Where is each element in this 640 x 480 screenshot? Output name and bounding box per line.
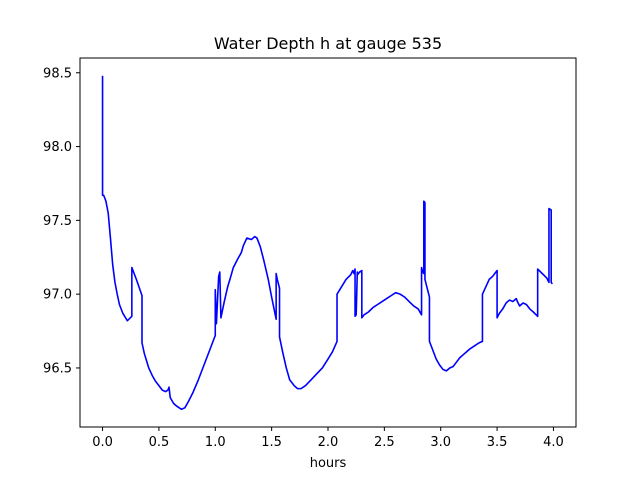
x-tick-label: 2.0 [318,435,339,450]
x-tick-label: 1.5 [261,435,282,450]
x-tick-label: 2.5 [374,435,395,450]
series-line-water-depth [101,75,553,411]
x-tick-label: 1.0 [205,435,226,450]
y-tick-label: 97.0 [43,288,72,303]
y-tick-label: 96.5 [43,361,72,376]
y-tick-label: 98.5 [43,66,72,81]
x-axis: 0.0 0.5 1.0 1.5 2.0 2.5 3.0 3.5 4.0 [92,427,564,450]
y-axis: 96.5 97.0 97.5 98.0 98.5 [43,66,80,376]
x-tick-label: 0.5 [149,435,170,450]
x-tick-label: 3.0 [430,435,451,450]
y-tick-label: 97.5 [43,214,72,229]
x-axis-label: hours [310,456,347,471]
chart-title: Water Depth h at gauge 535 [214,34,442,53]
x-tick-label: 3.5 [487,435,508,450]
x-tick-label: 4.0 [543,435,564,450]
y-tick-label: 98.0 [43,140,72,155]
x-tick-label: 0.0 [92,435,113,450]
